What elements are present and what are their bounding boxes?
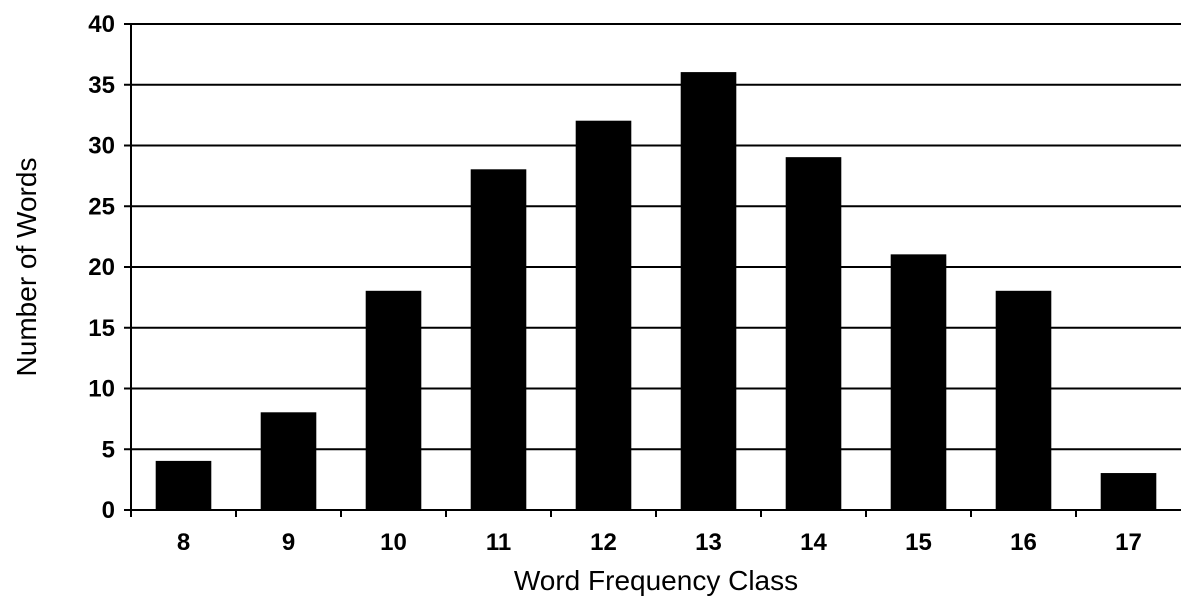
- y-tick-label-15: 15: [88, 315, 115, 342]
- y-tick-label-30: 30: [88, 133, 115, 160]
- x-tick-label-14: 14: [800, 529, 827, 556]
- x-tick-label-16: 16: [1010, 529, 1037, 556]
- y-axis-title: Number of Words: [11, 158, 42, 377]
- y-tick-label-5: 5: [102, 436, 115, 463]
- bars: [155, 72, 1157, 511]
- x-tick-label-13: 13: [695, 529, 722, 556]
- bar-10: [365, 290, 422, 511]
- x-tick-label-8: 8: [177, 529, 190, 556]
- x-tick-label-12: 12: [590, 529, 617, 556]
- bar-16: [995, 290, 1052, 511]
- bar-15: [890, 254, 947, 511]
- y-tick-label-35: 35: [88, 72, 115, 99]
- x-tick-label-9: 9: [282, 529, 295, 556]
- y-tick-label-25: 25: [88, 193, 115, 220]
- bar-8: [155, 460, 212, 511]
- x-tick-label-11: 11: [486, 529, 511, 556]
- x-ticks: 8 9 10 11 12 13 14 15 16 17: [130, 510, 1142, 556]
- bar-17: [1100, 473, 1157, 511]
- x-tick-label-17: 17: [1115, 529, 1142, 556]
- y-tick-label-0: 0: [102, 497, 115, 524]
- y-tick-label-10: 10: [88, 376, 115, 403]
- bar-11: [470, 169, 527, 511]
- y-ticks: 0 5 10 15 20 25 30 35 40: [88, 11, 131, 524]
- bar-9: [260, 412, 317, 511]
- x-tick-label-10: 10: [380, 529, 407, 556]
- x-axis-title: Word Frequency Class: [514, 565, 798, 596]
- bar-12: [575, 120, 632, 511]
- x-tick-label-15: 15: [905, 529, 932, 556]
- bar-14: [785, 157, 842, 511]
- y-tick-label-20: 20: [88, 254, 115, 281]
- gridlines: [131, 23, 1181, 451]
- bar-13: [680, 72, 737, 511]
- y-tick-label-40: 40: [88, 11, 115, 38]
